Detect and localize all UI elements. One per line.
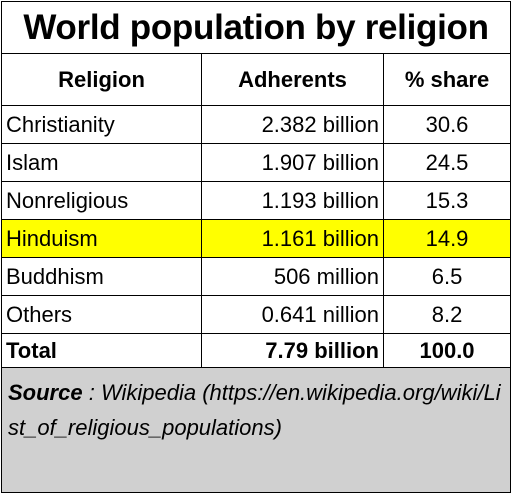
adherents-cell: 1.193 billion [201,181,384,220]
header-row: Religion Adherents % share [1,53,511,106]
religion-cell: Others [1,295,202,334]
share-cell: 24.5 [382,143,511,182]
source-note: Source : Wikipedia (https://en.wikipedia… [0,367,511,493]
table-row: Others 0.641 nillion 8.2 [1,295,511,334]
source-separator: : [82,380,101,405]
religion-cell: Hinduism [1,219,202,258]
table-row: Islam 1.907 billion 24.5 [1,143,511,182]
table-row: Christianity 2.382 billion 30.6 [1,105,511,144]
column-header-share: % share [382,53,511,106]
table-row: Hinduism 1.161 billion 14.9 [1,219,511,258]
source-text: Wikipedia (https://en.wikipedia.org/wiki… [8,380,501,440]
religion-cell: Christianity [1,105,202,144]
share-cell: 15.3 [382,181,511,220]
source-label: Source [8,380,83,405]
column-header-adherents: Adherents [201,53,384,106]
religion-cell: Nonreligious [1,181,202,220]
religion-cell: Buddhism [1,257,202,296]
adherents-cell: 506 million [201,257,384,296]
table-row: Buddhism 506 million 6.5 [1,257,511,296]
total-adherents: 7.79 billion [201,333,384,368]
adherents-cell: 2.382 billion [201,105,384,144]
adherents-cell: 0.641 nillion [201,295,384,334]
share-cell: 30.6 [382,105,511,144]
column-header-religion: Religion [1,53,202,106]
table-title: World population by religion [0,1,511,54]
total-share: 100.0 [382,333,511,368]
share-cell: 14.9 [382,219,511,258]
share-cell: 8.2 [382,295,511,334]
total-row: Total 7.79 billion 100.0 [1,333,511,368]
share-cell: 6.5 [382,257,511,296]
table-row: Nonreligious 1.193 billion 15.3 [1,181,511,220]
adherents-cell: 1.161 billion [201,219,384,258]
religion-cell: Islam [1,143,202,182]
adherents-cell: 1.907 billion [201,143,384,182]
total-label: Total [1,333,202,368]
